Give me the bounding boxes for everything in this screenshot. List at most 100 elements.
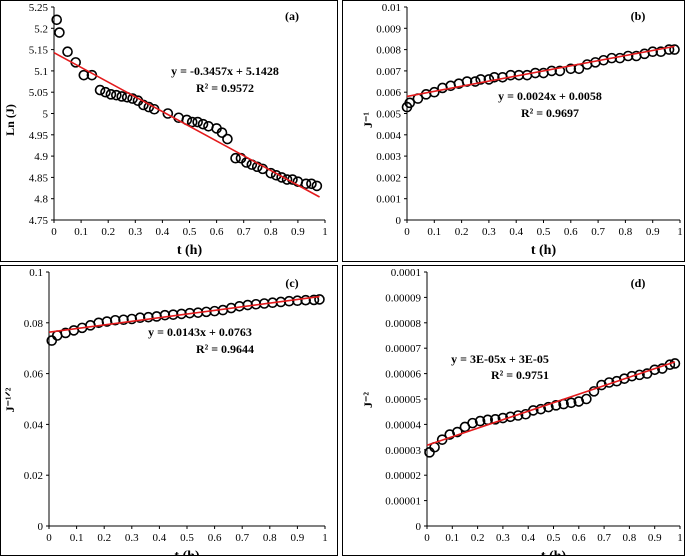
data-point bbox=[505, 411, 516, 423]
y-tick-label: 0 bbox=[416, 521, 422, 533]
data-point bbox=[489, 71, 500, 83]
equation-label: y = 0.0143x + 0.0763 bbox=[148, 325, 252, 339]
y-tick-label: 0.00005 bbox=[385, 394, 421, 406]
equation-label: y = 3E-05x + 3E-05 bbox=[451, 352, 549, 366]
data-point bbox=[276, 172, 287, 183]
data-point bbox=[192, 116, 203, 128]
x-tick-label: 0.6 bbox=[572, 532, 586, 544]
data-point bbox=[505, 69, 517, 81]
panel-frame bbox=[342, 265, 685, 556]
y-tick-label: 0.0001 bbox=[391, 267, 421, 279]
data-point bbox=[222, 133, 233, 145]
x-tick-label: 0.3 bbox=[482, 226, 496, 238]
x-tick-label: 0.3 bbox=[125, 532, 139, 544]
trendline bbox=[406, 45, 675, 98]
panel-frame bbox=[0, 265, 338, 556]
data-point bbox=[606, 52, 618, 64]
x-tick-label: 0.8 bbox=[264, 226, 278, 238]
chart-panel-c: 0 0.1 0.2 0.3 0.4 0.5 0.6 0.7 0.8 0.9 1 0 0.02 0.04 0.… bbox=[0, 265, 338, 556]
y-tick-label: 0.007 bbox=[376, 66, 401, 78]
data-point bbox=[581, 393, 592, 405]
y-tick-label: 0.1 bbox=[29, 267, 43, 279]
data-point bbox=[626, 370, 638, 382]
data-point bbox=[51, 14, 63, 26]
x-tick-label: 0.9 bbox=[648, 532, 662, 544]
y-axis-label: J⁻² bbox=[361, 392, 375, 408]
y-tick-label: 0.00001 bbox=[385, 496, 421, 508]
x-axis-label: t (h) bbox=[174, 549, 200, 556]
y-tick-label: 5.15 bbox=[29, 45, 49, 57]
r-squared-label: R² = 0.9697 bbox=[521, 106, 579, 120]
x-tick-label: 0.8 bbox=[623, 532, 637, 544]
data-point bbox=[669, 44, 680, 55]
y-tick-label: 0.00003 bbox=[385, 445, 421, 457]
y-tick-label: 5 bbox=[43, 109, 49, 121]
x-tick-label: 0.1 bbox=[70, 532, 84, 544]
y-tick-label: 0.06 bbox=[24, 369, 44, 381]
y-tick-label: 0 bbox=[38, 521, 44, 533]
trendline bbox=[48, 295, 320, 333]
y-tick-label: 4.8 bbox=[34, 194, 48, 206]
chart-panel-d: 0 0.1 0.2 0.3 0.4 0.5 0.6 0.7 0.8 0.9 1 0 0.00001 0.0… bbox=[342, 265, 685, 556]
x-tick-label: 0.5 bbox=[183, 226, 197, 238]
data-point bbox=[314, 294, 325, 305]
x-tick-label: 0 bbox=[51, 226, 57, 238]
x-tick-label: 0.4 bbox=[156, 226, 170, 238]
y-tick-label: 0.005 bbox=[376, 109, 401, 121]
y-tick-label: 0.00008 bbox=[385, 318, 421, 330]
r-squared-label: R² = 0.9572 bbox=[196, 81, 254, 95]
x-tick-label: 0.9 bbox=[291, 226, 305, 238]
data-point bbox=[461, 76, 473, 87]
y-tick-label: 0.00006 bbox=[385, 369, 421, 381]
x-tick-label: 0 bbox=[46, 532, 52, 544]
x-tick-label: 0.2 bbox=[455, 226, 469, 238]
y-tick-label: 4.95 bbox=[29, 130, 49, 142]
y-tick-label: 5.2 bbox=[34, 23, 48, 35]
data-point bbox=[311, 180, 323, 192]
y-tick-label: 0.008 bbox=[376, 45, 401, 57]
x-tick-label: 0.2 bbox=[97, 532, 111, 544]
data-point bbox=[474, 415, 486, 427]
x-tick-label: 0.5 bbox=[180, 532, 194, 544]
x-tick-label: 0.4 bbox=[153, 532, 167, 544]
y-tick-label: 0.00009 bbox=[385, 292, 421, 304]
x-tick-label: 0.4 bbox=[509, 226, 523, 238]
x-tick-label: 0.9 bbox=[291, 532, 305, 544]
data-point bbox=[197, 118, 209, 130]
x-tick-label: 0.3 bbox=[496, 532, 510, 544]
y-tick-label: 0.006 bbox=[376, 87, 401, 99]
panel-label: (a) bbox=[285, 9, 299, 23]
panel-frame bbox=[342, 0, 685, 262]
y-tick-label: 0.002 bbox=[376, 172, 401, 184]
data-point bbox=[469, 76, 481, 87]
data-point bbox=[281, 174, 293, 185]
x-tick-label: 1 bbox=[677, 226, 683, 238]
data-point bbox=[186, 116, 198, 128]
x-tick-label: 0.1 bbox=[74, 226, 88, 238]
data-point bbox=[300, 178, 312, 190]
equation-label: y = -0.3457x + 5.1428 bbox=[171, 64, 279, 78]
y-tick-label: 0.009 bbox=[376, 23, 401, 35]
data-point bbox=[111, 89, 122, 101]
y-tick-label: 4.75 bbox=[29, 215, 49, 227]
y-tick-label: 5.1 bbox=[34, 66, 48, 78]
y-axis-label: Ln (J) bbox=[3, 104, 17, 136]
data-point bbox=[663, 44, 675, 55]
x-tick-label: 0.2 bbox=[471, 532, 485, 544]
x-tick-label: 0.7 bbox=[235, 532, 249, 544]
r-squared-label: R² = 0.9751 bbox=[491, 368, 549, 382]
x-tick-label: 1 bbox=[677, 532, 683, 544]
trendline bbox=[426, 361, 676, 446]
x-tick-label: 0.7 bbox=[597, 532, 611, 544]
data-point bbox=[94, 84, 106, 96]
data-point bbox=[483, 74, 495, 85]
data-point bbox=[54, 27, 65, 38]
y-tick-label: 0.001 bbox=[376, 194, 401, 206]
y-tick-label: 0.004 bbox=[376, 130, 401, 142]
y-axis-label: J⁻¹ bbox=[361, 112, 375, 128]
chart-panel-b: 0 0.1 0.2 0.3 0.4 0.5 0.6 0.7 0.8 0.9 1 0 0.001 0.002… bbox=[342, 0, 685, 262]
y-tick-label: 0.08 bbox=[24, 318, 44, 330]
x-tick-label: 0 bbox=[404, 226, 410, 238]
panel-label: (d) bbox=[631, 276, 646, 290]
data-point bbox=[467, 417, 478, 429]
